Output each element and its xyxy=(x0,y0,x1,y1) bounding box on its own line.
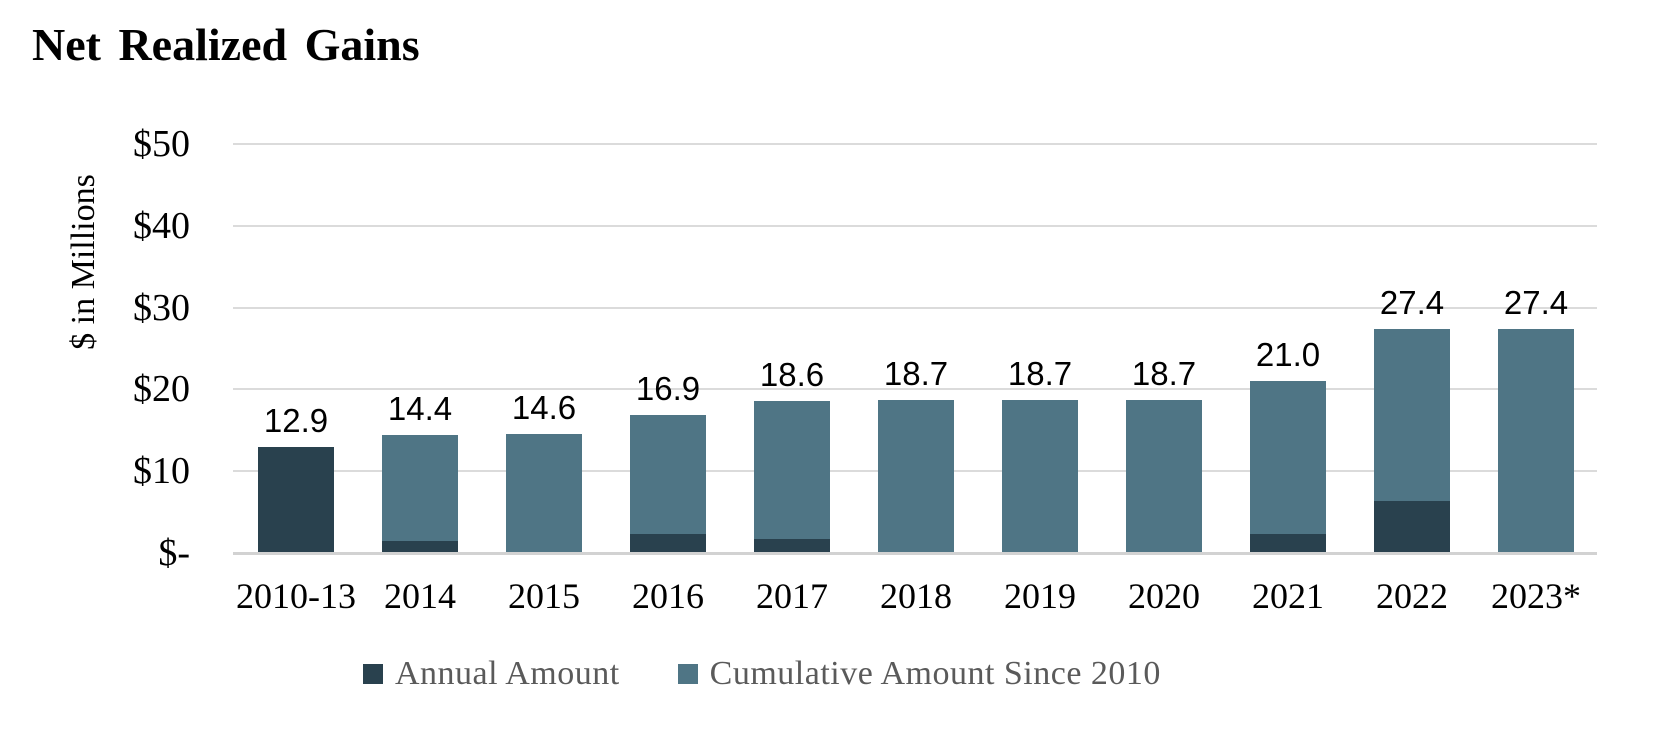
x-axis-label: 2014 xyxy=(384,576,456,616)
bar-value-label: 18.6 xyxy=(759,356,825,393)
y-axis-tick: $10 xyxy=(133,450,190,493)
bar-annual-2022 xyxy=(1374,501,1450,553)
gridline xyxy=(233,388,1597,391)
bar-cumulative-2019 xyxy=(1002,400,1078,553)
legend-item-annual: Annual Amount xyxy=(363,655,620,693)
legend-swatch-cumulative-icon xyxy=(677,664,698,684)
y-axis-tick: $40 xyxy=(133,204,190,247)
bar-value-label: 14.4 xyxy=(387,390,453,427)
legend-label-annual: Annual Amount xyxy=(395,655,620,692)
bar-cumulative-2014 xyxy=(382,435,458,553)
bar-annual-2021 xyxy=(1250,534,1326,553)
bar-annual-2016 xyxy=(630,534,706,553)
x-axis-label: 2019 xyxy=(1004,576,1076,616)
y-axis-tick: $20 xyxy=(133,368,190,411)
bar-value-label: 18.7 xyxy=(1131,355,1197,392)
bar-annual-2017 xyxy=(754,539,830,553)
bar-cumulative-2020 xyxy=(1126,400,1202,553)
y-axis-tick: $50 xyxy=(133,123,190,165)
legend-label-cumulative: Cumulative Amount Since 2010 xyxy=(709,655,1161,692)
legend: Annual Amount Cumulative Amount Since 20… xyxy=(363,655,1161,693)
legend-swatch-annual-icon xyxy=(363,664,383,684)
bar-cumulative-2018 xyxy=(878,400,954,553)
x-axis-label: 2010-13 xyxy=(236,576,356,616)
bar-value-label: 18.7 xyxy=(1007,355,1073,392)
plot-area: 12.9 14.4 14.6 16.9 18.6 18.7 18.7 18.7 21.0 27.4… xyxy=(233,143,1597,555)
chart-title: Net Realized Gains xyxy=(32,19,420,70)
bar-cumulative-2017 xyxy=(754,401,830,553)
bar-value-label: 18.7 xyxy=(883,355,949,392)
x-axis-label: 2021 xyxy=(1252,576,1324,616)
y-axis-tick: $30 xyxy=(133,286,190,329)
gridline xyxy=(233,224,1597,227)
bar-cumulative-2023* xyxy=(1498,329,1574,553)
gridline xyxy=(233,143,1597,145)
bar-value-label: 27.4 xyxy=(1379,284,1445,321)
x-axis-label: 2018 xyxy=(880,576,952,616)
bar-value-label: 12.9 xyxy=(263,402,329,439)
x-axis-label: 2015 xyxy=(508,576,580,616)
x-axis-labels: 2010-13 2014 2015 2016 2017 2018 2019 2020 2021 2… xyxy=(233,553,1597,616)
x-axis-label: 2022 xyxy=(1376,576,1448,616)
y-axis-tick: $- xyxy=(158,532,190,574)
x-axis-label: 2017 xyxy=(756,576,828,616)
y-axis-tick-labels: $50 $40 $30 $20 $10 $- xyxy=(60,123,190,574)
x-axis-label: 2020 xyxy=(1128,576,1200,616)
x-axis-label: 2023* xyxy=(1491,576,1581,616)
gridline xyxy=(233,306,1597,309)
bar-value-label: 21.0 xyxy=(1255,336,1321,373)
x-axis-label: 2016 xyxy=(632,576,704,616)
bar-cumulative-2016 xyxy=(630,415,706,553)
bar-annual-2014 xyxy=(382,541,458,553)
bar-value-label: 27.4 xyxy=(1503,284,1569,321)
bar-annual-2010-13 xyxy=(258,447,334,553)
bar-cumulative-2015 xyxy=(506,434,582,553)
bar-value-label: 16.9 xyxy=(635,370,701,407)
x-axis-line xyxy=(233,552,1597,555)
bar-value-label: 14.6 xyxy=(511,389,577,426)
legend-item-cumulative: Cumulative Amount Since 2010 xyxy=(677,655,1161,693)
bar-cumulative-2021 xyxy=(1250,381,1326,553)
